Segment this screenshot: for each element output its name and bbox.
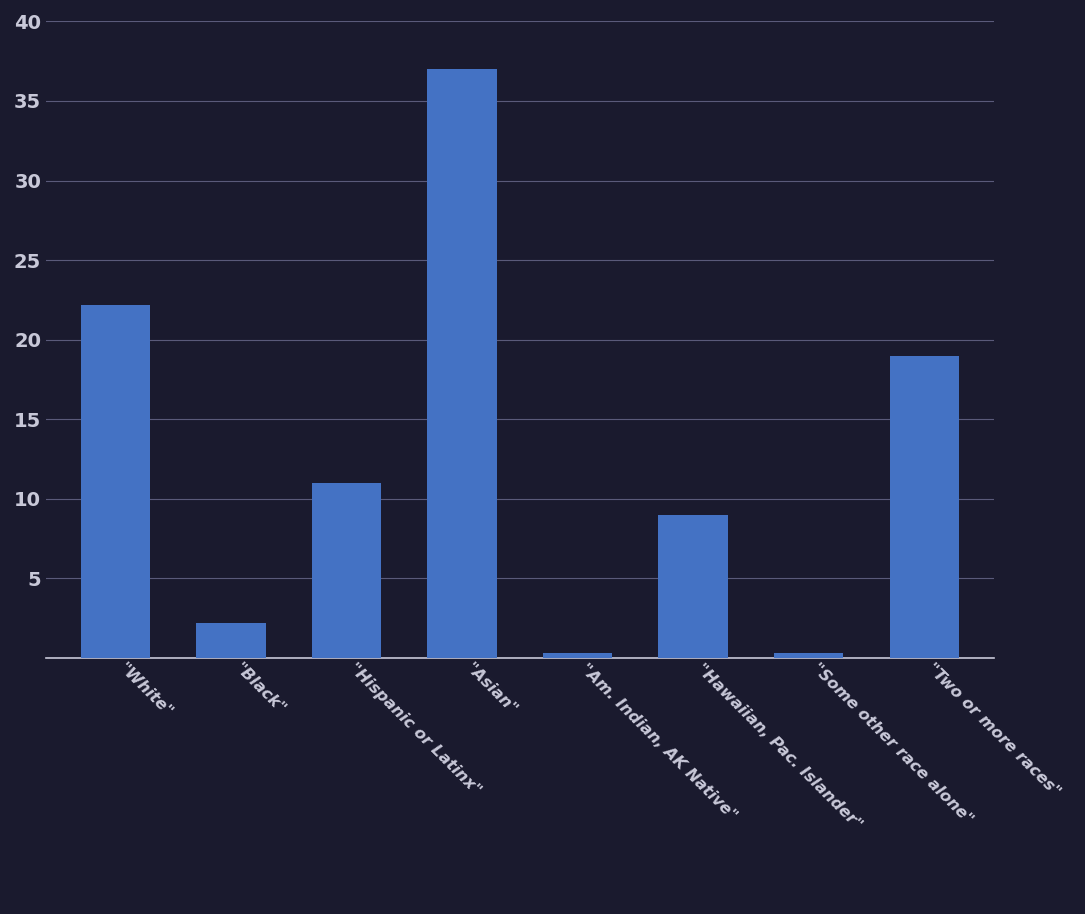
Bar (311, 483, 381, 658)
Bar (890, 356, 959, 658)
Bar (196, 623, 266, 658)
Bar (659, 515, 728, 658)
Bar (542, 654, 612, 658)
Bar (427, 69, 497, 658)
Bar (80, 304, 150, 658)
Bar (774, 654, 843, 658)
